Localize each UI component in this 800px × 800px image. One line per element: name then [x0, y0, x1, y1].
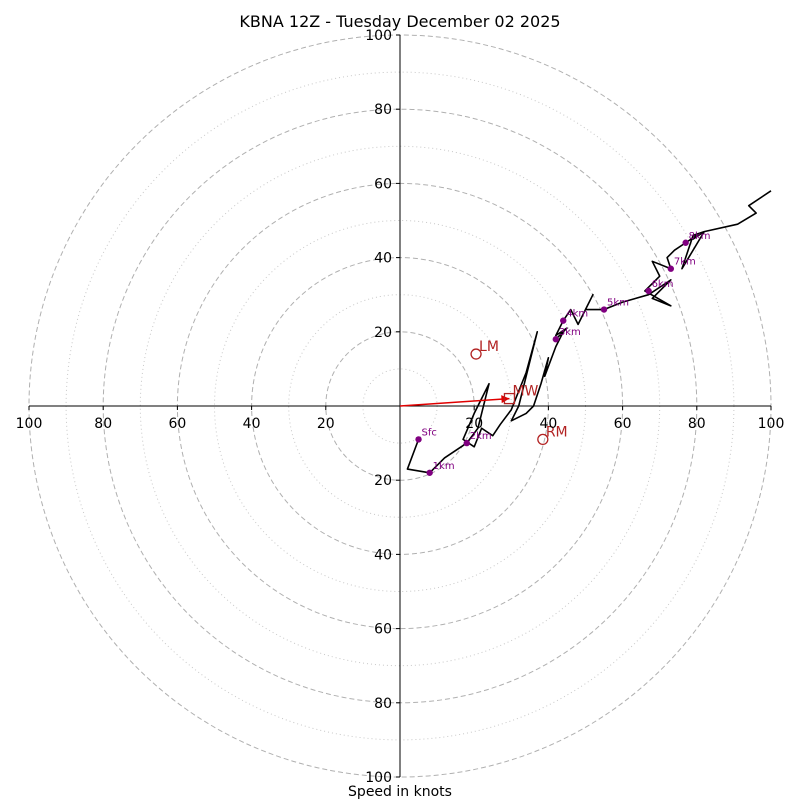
x-tick-label: 20: [465, 416, 483, 432]
y-tick-label: 60: [374, 176, 392, 192]
y-tick-label: 60: [374, 622, 392, 638]
x-tick-label: 60: [168, 416, 186, 432]
height-label-2km: 2km: [470, 431, 492, 442]
height-marker-8km: [682, 239, 689, 246]
height-label-6km: 6km: [652, 279, 674, 290]
height-marker-4km: [560, 317, 567, 324]
y-tick-label: 40: [374, 547, 392, 563]
storm-motion-markers: LM RM MW: [470, 339, 568, 446]
tick-labels: 100 80 60 40 20 20 40 60 80 100 100 80 60 40 20 20 40 60 8…: [16, 28, 785, 786]
y-tick-label: 80: [374, 102, 392, 118]
y-tick-label: 80: [374, 696, 392, 712]
height-marker-5km: [600, 306, 608, 313]
x-tick-label: 40: [539, 416, 557, 432]
x-tick-label: 100: [16, 416, 43, 432]
motion-label-RM: RM: [546, 424, 568, 440]
y-tick-label: 20: [374, 473, 392, 489]
x-tick-label: 20: [317, 416, 335, 432]
x-tick-label: 60: [614, 416, 632, 432]
trace-line: [406, 190, 772, 474]
height-label-4km: 4km: [566, 309, 588, 320]
mean-wind-arrow-head: [501, 395, 510, 404]
motion-marker-RM: [537, 433, 549, 446]
height-marker-7km: [667, 265, 675, 272]
motion-marker-LM: [470, 348, 482, 360]
motion-label-LM: LM: [479, 339, 499, 355]
height-label-7km: 7km: [674, 257, 696, 268]
height-marker-3km: [552, 336, 560, 343]
height-label-1km: 1km: [433, 461, 455, 472]
height-label-8km: 8km: [689, 231, 711, 242]
height-marker-6km: [645, 287, 652, 295]
y-tick-label: 100: [365, 770, 392, 786]
height-label-5km: 5km: [607, 298, 629, 309]
height-marker-2km: [463, 439, 470, 447]
x-tick-label: 40: [243, 416, 261, 432]
mean-wind-arrow-shaft: [399, 397, 510, 407]
motion-label-MW: MW: [512, 384, 538, 400]
motion-marker-MW: [503, 392, 516, 405]
y-tick-label: 20: [374, 325, 392, 341]
chart-title: KBNA 12Z - Tuesday December 02 2025: [239, 12, 560, 31]
height-marker-Sfc: [415, 436, 422, 443]
hodograph-trace: [406, 190, 772, 474]
height-label-3km: 3km: [559, 327, 581, 338]
x-tick-label: 100: [758, 416, 785, 432]
height-marker-1km: [426, 469, 433, 476]
x-axis-label: Speed in knots: [348, 784, 452, 800]
height-label-Sfc: Sfc: [422, 427, 437, 438]
x-tick-label: 80: [688, 416, 706, 432]
x-tick-label: 80: [94, 416, 112, 432]
y-tick-label: 100: [365, 28, 392, 44]
mean-wind-vector: [399, 395, 510, 407]
y-tick-label: 40: [374, 251, 392, 267]
